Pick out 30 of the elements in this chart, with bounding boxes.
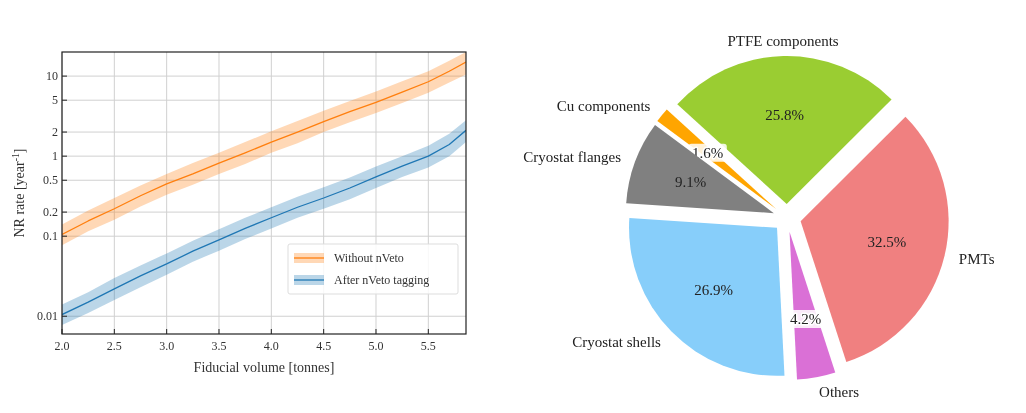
y-tick-label: 0.1 xyxy=(43,229,58,244)
x-axis-title: Fiducial volume [tonnes] xyxy=(193,360,335,375)
x-tick-label: 5.5 xyxy=(420,339,436,353)
y-tick-label: 2 xyxy=(52,125,58,140)
data-label: 9.1% xyxy=(674,174,707,191)
x-tick-label: 2.0 xyxy=(54,339,70,353)
legend-label: After nVeto tagging xyxy=(334,273,430,287)
slice-label: Cryostat shells xyxy=(572,333,662,350)
slice-label: Others xyxy=(819,383,860,400)
x-tick-label: 4.5 xyxy=(316,339,332,353)
y-tick-label: 1 xyxy=(52,149,58,164)
x-tick-label: 4.0 xyxy=(263,339,279,353)
y-tick-label: 0.01 xyxy=(37,309,58,324)
x-tick-label: 3.5 xyxy=(211,339,227,353)
data-label: 25.8% xyxy=(765,107,805,124)
data-label: 32.5% xyxy=(867,234,907,251)
y-tick-label: 5 xyxy=(52,93,58,108)
data-label: 4.2% xyxy=(790,311,822,328)
slice-label: PTFE components xyxy=(727,33,839,50)
y-tick-label: 0.2 xyxy=(43,205,58,220)
data-label: 26.9% xyxy=(694,282,734,299)
slice-label: Cu components xyxy=(556,97,651,114)
x-tick-label: 2.5 xyxy=(106,339,122,353)
slice-label: Cryostat flanges xyxy=(523,148,622,165)
y-tick-label: 10 xyxy=(46,69,58,84)
x-tick-label: 5.0 xyxy=(368,339,384,353)
y-tick-label: 0.5 xyxy=(43,173,58,188)
legend-label: Without nVeto xyxy=(334,251,404,265)
x-tick-label: 3.0 xyxy=(159,339,175,353)
slice-label: PMTs xyxy=(958,251,995,268)
